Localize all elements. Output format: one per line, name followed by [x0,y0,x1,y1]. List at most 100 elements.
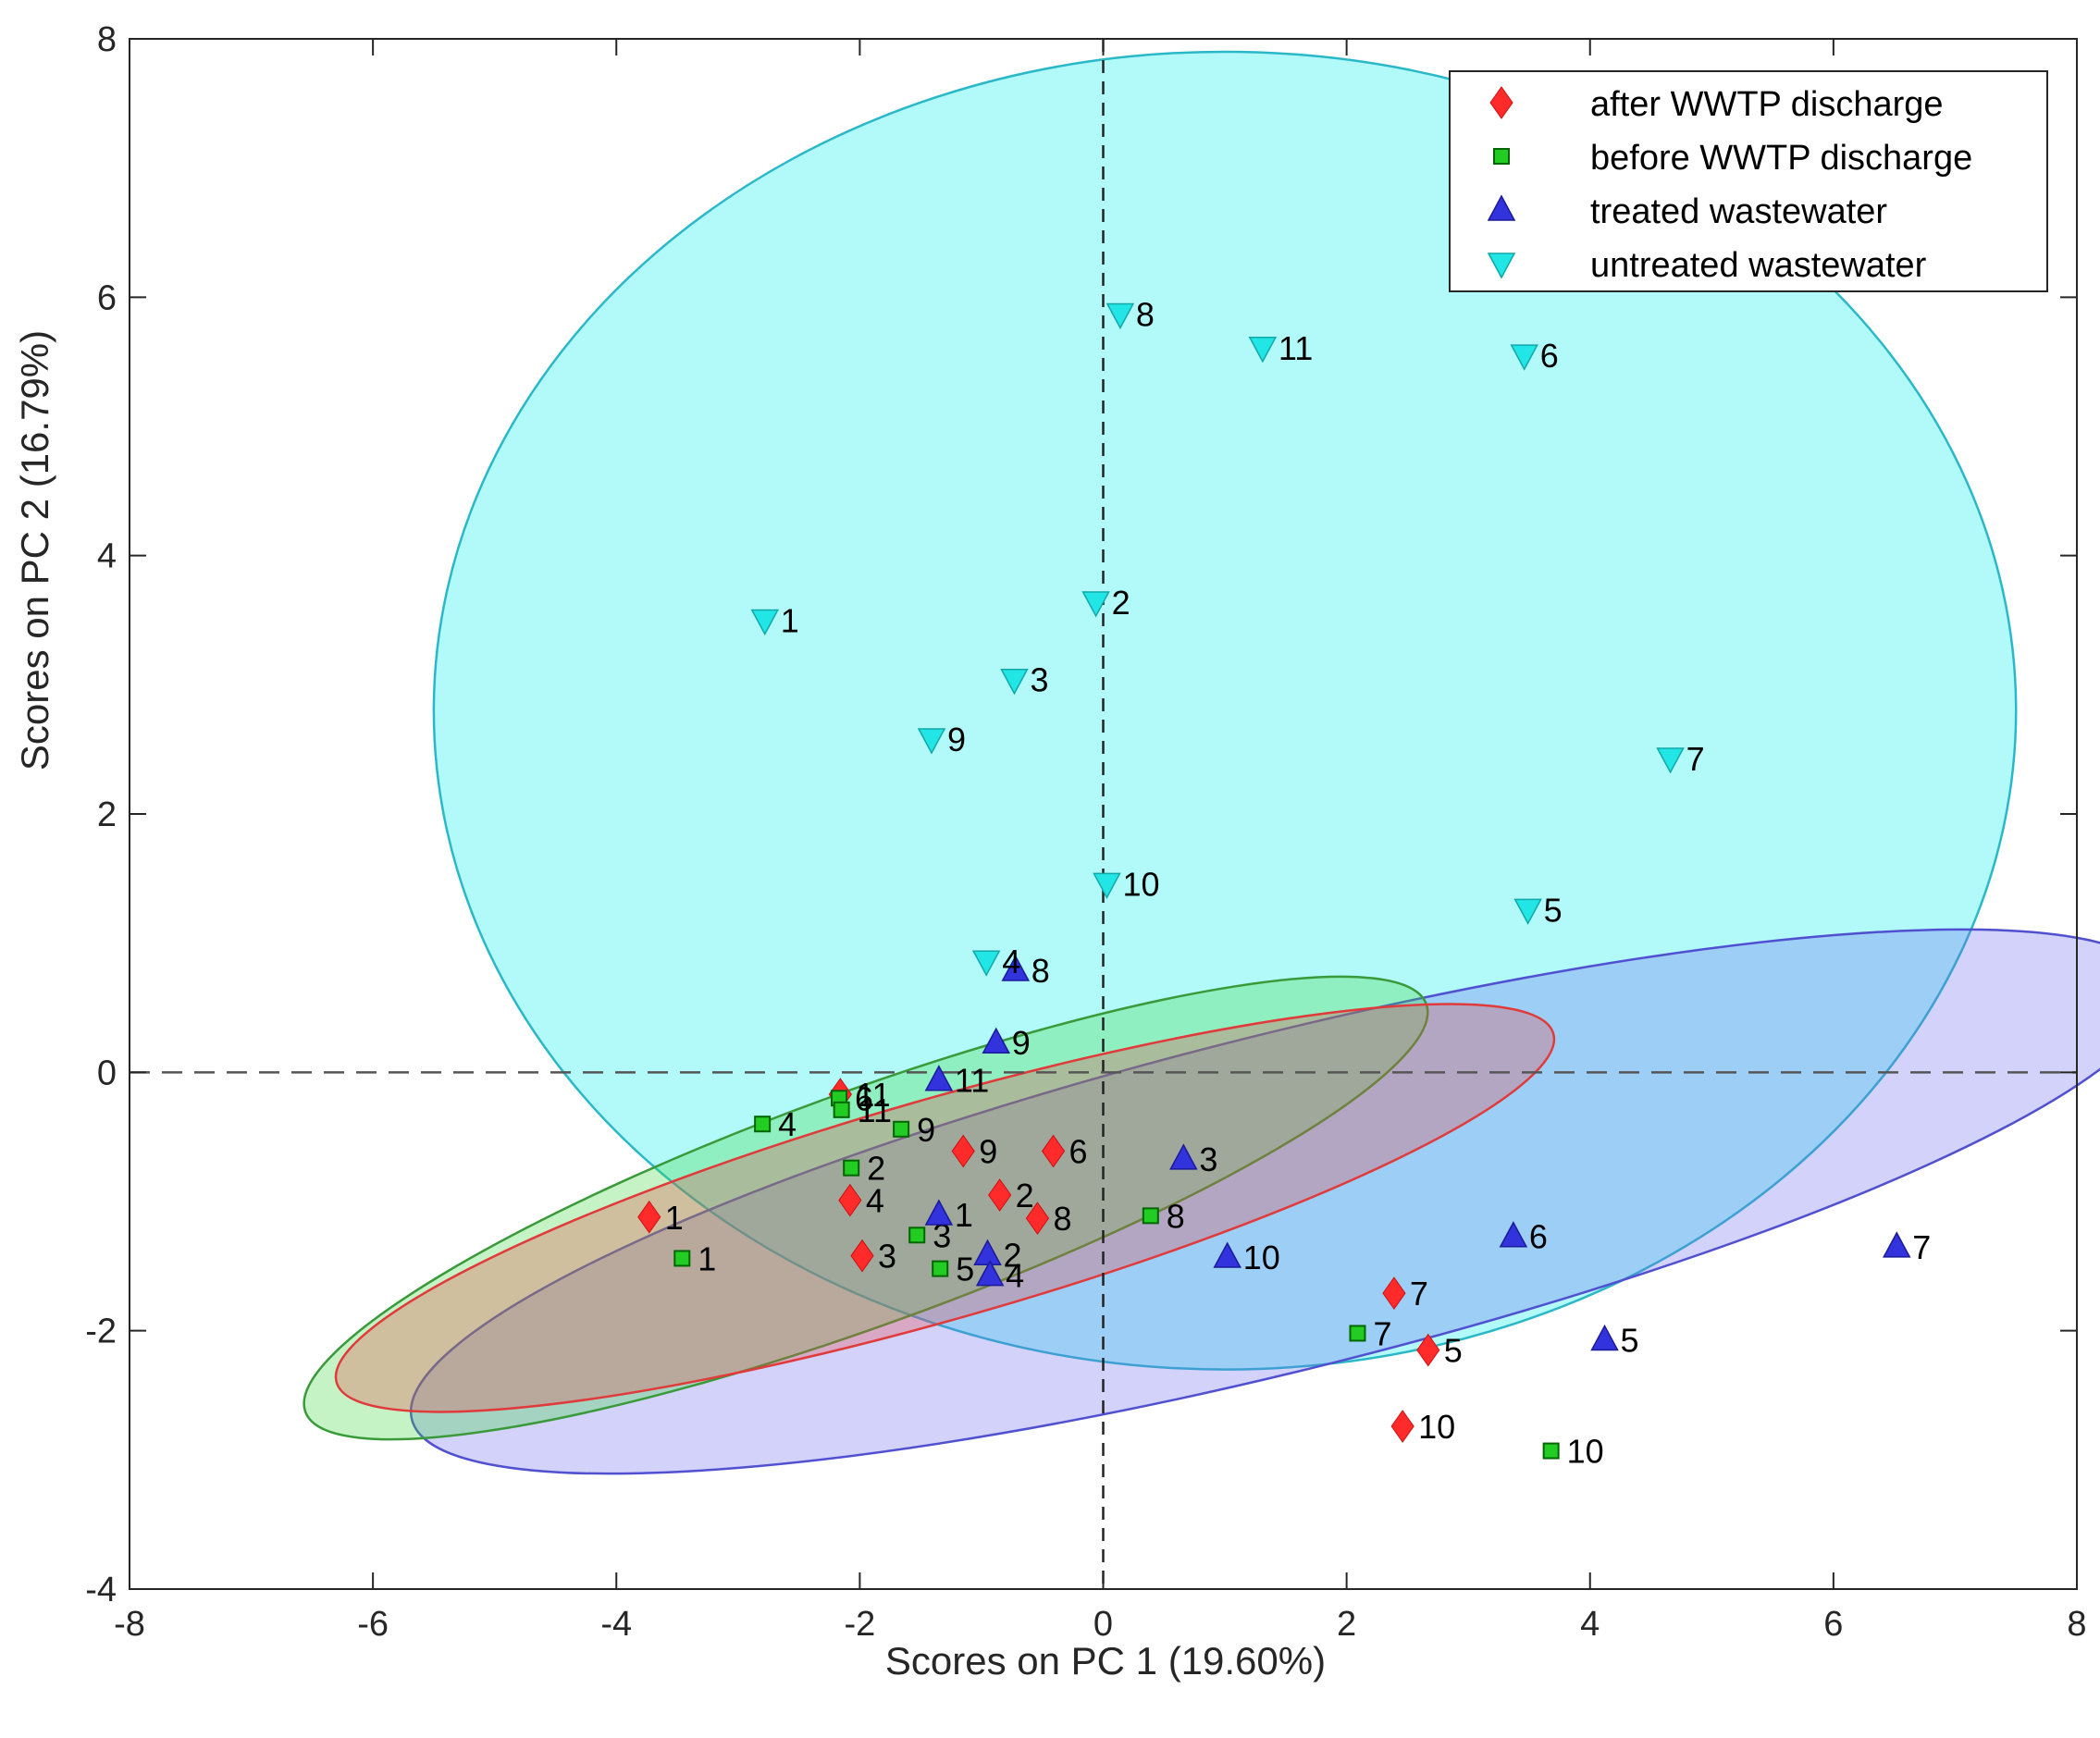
x-tick-label: 6 [1823,1605,1843,1644]
x-tick-label: -4 [600,1605,632,1644]
x-tick-label: -8 [114,1605,145,1644]
before-wwtp-discharge-point-label-9: 9 [917,1111,935,1149]
after-wwtp-discharge-point-8 [1025,1202,1050,1236]
before-wwtp-discharge-point-label-5: 5 [956,1251,974,1288]
before-wwtp-discharge-point-8 [1142,1207,1159,1225]
treated-wastewater-point-label-10: 10 [1243,1239,1280,1276]
legend-marker-untreated-wastewater [1487,253,1516,279]
untreated-wastewater-point-label-7: 7 [1686,740,1705,778]
legend-label-treated-wastewater: treated wastewater [1590,192,1887,231]
x-tick-label: 2 [1337,1605,1356,1644]
after-wwtp-discharge-point-3 [850,1239,874,1273]
treated-wastewater-point-11 [924,1065,954,1091]
treated-wastewater-point-1 [924,1199,954,1226]
after-wwtp-discharge-point-6 [1041,1134,1066,1168]
after-wwtp-discharge-point-5 [1416,1333,1440,1367]
after-wwtp-discharge-point-label-6: 6 [1069,1133,1088,1171]
x-tick-label: 0 [1093,1605,1113,1644]
after-wwtp-discharge-point-label-1: 1 [665,1199,684,1237]
treated-wastewater-point-label-5: 5 [1621,1321,1639,1359]
legend-box [1449,70,2048,292]
treated-wastewater-point-label-7: 7 [1912,1228,1931,1266]
legend: after WWTP discharge before WWTP discharg… [1449,70,2048,292]
after-wwtp-discharge-point-label-11: 11 [856,1076,890,1114]
legend-label-after-wwtp-discharge: after WWTP discharge [1590,85,1944,124]
untreated-wastewater-point-2 [1081,591,1110,618]
treated-wastewater-point-10 [1213,1241,1241,1268]
before-wwtp-discharge-point-label-11: 11 [858,1091,892,1129]
before-wwtp-discharge-point-label-8: 8 [1167,1197,1185,1235]
untreated-wastewater-point-label-6: 6 [1540,337,1559,375]
untreated-wastewater-point-3 [1000,668,1029,696]
untreated-wastewater-point-1 [750,609,780,636]
y-tick-label: -4 [85,1571,117,1609]
x-tick-label: 8 [2067,1605,2086,1644]
untreated-wastewater-point-label-11: 11 [1279,329,1313,367]
untreated-wastewater-point-5 [1513,898,1542,925]
before-wwtp-discharge-point-label-1: 1 [698,1239,716,1277]
after-wwtp-discharge-point-9 [951,1134,975,1168]
y-tick-label: 6 [97,278,117,317]
before-wwtp-discharge-point-10 [1542,1442,1560,1460]
after-wwtp-discharge-point-2 [988,1178,1012,1212]
after-wwtp-discharge-point-7 [1382,1276,1406,1311]
treated-wastewater-point-3 [1169,1143,1198,1170]
untreated-wastewater-point-label-8: 8 [1136,295,1155,333]
after-wwtp-discharge-point-1 [637,1200,661,1234]
after-wwtp-discharge-point-label-10: 10 [1418,1408,1455,1446]
y-tick-label: 8 [97,20,117,59]
y-tick-label: 4 [97,537,117,576]
x-tick-label: -6 [357,1605,389,1644]
before-wwtp-discharge-point-label-7: 7 [1373,1314,1391,1352]
before-wwtp-discharge-point-label-3: 3 [933,1216,951,1254]
untreated-wastewater-ellipse [432,50,2018,1371]
treated-wastewater-point-label-11: 11 [955,1062,989,1100]
treated-wastewater-point-label-4: 4 [1006,1257,1024,1295]
treated-wastewater-point-8 [1001,955,1031,981]
before-wwtp-discharge-point-9 [893,1120,910,1138]
untreated-wastewater-point-11 [1248,337,1278,364]
treated-wastewater-point-label-2: 2 [1004,1236,1022,1274]
y-tick-label: 0 [97,1054,117,1092]
y-tick-label: 2 [97,795,117,834]
untreated-wastewater-series: 1 2 3 4 5 6 7 8 9 10 11 [750,295,1705,980]
legend-label-before-wwtp-discharge: before WWTP discharge [1590,139,1972,178]
before-wwtp-discharge-point-label-2: 2 [867,1150,885,1188]
before-wwtp-discharge-point-3 [908,1226,926,1244]
after-wwtp-discharge-point-label-2: 2 [1016,1177,1034,1214]
treated-wastewater-point-9 [982,1027,1010,1054]
before-wwtp-discharge-point-label-10: 10 [1567,1433,1604,1471]
treated-wastewater-point-label-8: 8 [1031,952,1050,990]
untreated-wastewater-point-10 [1093,872,1121,900]
treated-wastewater-point-label-3: 3 [1199,1140,1217,1178]
x-tick-label: 4 [1580,1605,1600,1644]
after-wwtp-discharge-ellipse [334,1003,1556,1413]
treated-wastewater-point-5 [1590,1324,1619,1351]
treated-wastewater-point-label-1: 1 [955,1196,973,1234]
untreated-wastewater-point-8 [1106,302,1135,330]
treated-wastewater-point-7 [1883,1231,1911,1258]
before-wwtp-discharge-point-label-6: 6 [855,1079,873,1117]
untreated-wastewater-point-label-10: 10 [1122,865,1159,903]
untreated-wastewater-point-9 [917,728,946,755]
before-wwtp-discharge-point-1 [673,1250,691,1267]
treated-wastewater-point-6 [1499,1221,1528,1248]
after-wwtp-discharge-point-label-9: 9 [979,1133,997,1171]
y-axis-title: Scores on PC 2 (16.79%) [13,330,56,770]
untreated-wastewater-point-label-3: 3 [1030,661,1048,699]
x-tick-label: -2 [844,1605,875,1644]
after-wwtp-discharge-point-label-4: 4 [866,1182,884,1220]
untreated-wastewater-point-label-5: 5 [1544,891,1563,929]
legend-marker-before-wwtp-discharge [1493,148,1510,165]
after-wwtp-discharge-point-label-7: 7 [1410,1275,1428,1313]
reference-lines [130,39,2077,1589]
after-wwtp-discharge-point-4 [838,1183,862,1217]
treated-wastewater-point-label-6: 6 [1529,1218,1548,1256]
before-wwtp-discharge-point-11 [833,1101,850,1118]
before-wwtp-discharge-point-label-4: 4 [778,1105,797,1143]
